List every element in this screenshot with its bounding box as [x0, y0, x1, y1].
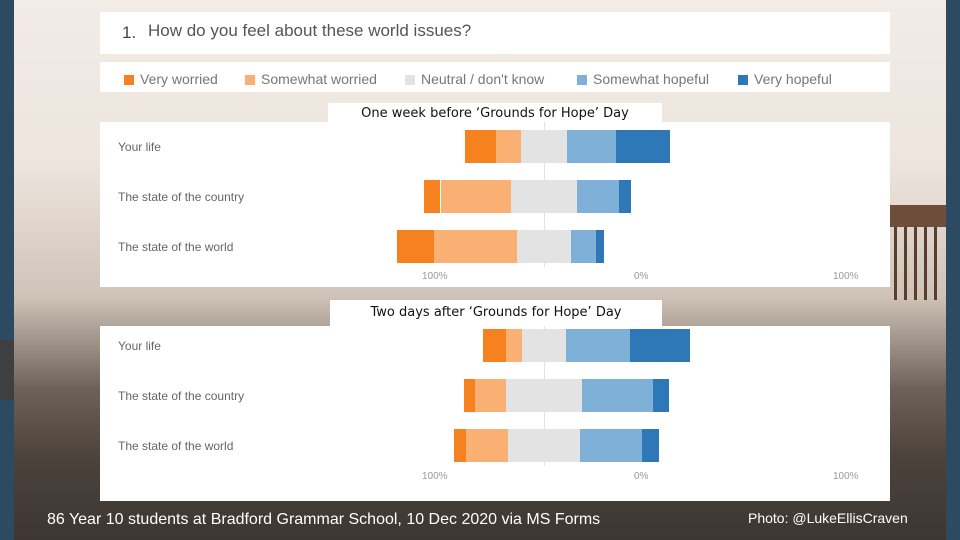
bar-segment-very-worried	[453, 429, 467, 462]
chart-after-title: Two days after ‘Grounds for Hope’ Day	[330, 300, 662, 326]
bar-segment-somewhat-hopeful	[577, 180, 619, 213]
chart-before: Your life The state of the country The sta…	[100, 122, 890, 287]
bar-segment-somewhat-worried	[496, 130, 522, 163]
category-label: Your life	[118, 140, 161, 154]
axis-tick-center: 0%	[634, 271, 649, 282]
photo-credit: Photo: @LukeEllisCraven	[748, 510, 908, 526]
pier-image	[890, 205, 946, 300]
bar-segment-very-hopeful	[616, 130, 671, 163]
axis-tick-left: 100%	[422, 271, 448, 282]
legend-swatch	[124, 75, 134, 86]
survey-caption: 86 Year 10 students at Bradford Grammar …	[47, 511, 601, 528]
axis-tick-left: 100%	[422, 471, 448, 482]
bar-segment-very-worried	[397, 230, 435, 263]
bar-segment-somewhat-worried	[466, 429, 508, 462]
bar-segment-neutral	[510, 180, 578, 213]
bar-segment-neutral	[521, 130, 567, 163]
bar-segment-somewhat-hopeful	[580, 429, 643, 462]
axis-tick-center: 0%	[634, 471, 649, 482]
category-label: The state of the country	[118, 190, 245, 204]
bar-segment-very-worried	[465, 130, 497, 163]
question-number: 1.	[122, 23, 137, 42]
bar-segment-very-hopeful	[595, 230, 605, 263]
legend-swatch	[245, 75, 255, 86]
bar-segment-somewhat-worried	[440, 180, 511, 213]
category-label: Your life	[118, 339, 161, 353]
right-accent-bar	[946, 0, 960, 540]
legend-swatch	[738, 75, 748, 86]
legend-item-very-hopeful: Very hopeful	[738, 71, 832, 87]
bar-segment-somewhat-worried	[474, 379, 506, 412]
category-label: The state of the world	[118, 240, 234, 254]
bar-segment-very-worried	[464, 379, 475, 412]
legend: Very worried Somewhat worried Neutral / …	[100, 62, 890, 92]
legend-item-somewhat-worried: Somewhat worried	[245, 71, 377, 87]
bar-segment-very-hopeful	[642, 429, 659, 462]
category-label: The state of the country	[118, 389, 245, 403]
bar-segment-very-worried	[423, 180, 441, 213]
bar-segment-somewhat-worried	[434, 230, 518, 263]
legend-item-neutral: Neutral / don't know	[405, 71, 544, 87]
legend-swatch	[405, 75, 415, 86]
bar-segment-somewhat-hopeful	[566, 130, 617, 163]
legend-item-somewhat-hopeful: Somewhat hopeful	[577, 71, 709, 87]
bar-segment-very-worried	[482, 329, 506, 362]
chart-after: Your life The state of the country The sta…	[100, 326, 890, 501]
bar-segment-neutral	[522, 329, 566, 362]
axis-tick-right: 100%	[833, 271, 859, 282]
bar-segment-somewhat-hopeful	[565, 329, 630, 362]
chart-before-title: One week before ‘Grounds for Hope’ Day	[328, 103, 662, 125]
bar-segment-neutral	[517, 230, 571, 263]
bar-segment-somewhat-hopeful	[570, 230, 596, 263]
category-label: The state of the world	[118, 439, 234, 453]
left-accent-block	[0, 340, 14, 400]
axis-tick-right: 100%	[833, 471, 859, 482]
legend-item-very-worried: Very worried	[124, 71, 218, 87]
bar-segment-somewhat-worried	[505, 329, 523, 362]
bar-segment-neutral	[505, 379, 583, 412]
bar-segment-very-hopeful	[618, 180, 631, 213]
bar-segment-neutral	[507, 429, 581, 462]
bar-segment-very-hopeful	[652, 379, 670, 412]
bar-segment-somewhat-hopeful	[582, 379, 653, 412]
bar-segment-very-hopeful	[629, 329, 690, 362]
legend-swatch	[577, 75, 587, 86]
left-accent-bar	[0, 0, 14, 540]
question-header: 1. How do you feel about these world iss…	[100, 12, 890, 54]
question-text: How do you feel about these world issues…	[148, 21, 472, 40]
